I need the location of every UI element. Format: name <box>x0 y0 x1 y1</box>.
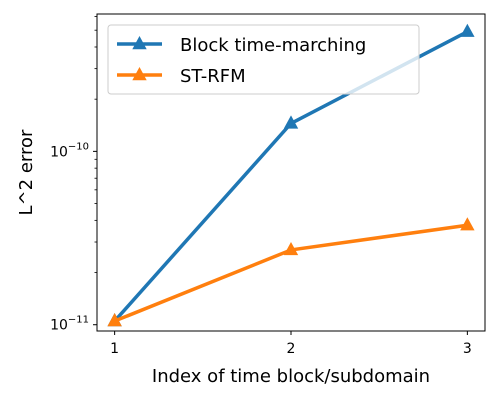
series-point-0-1 <box>283 115 299 129</box>
legend-box <box>107 24 420 95</box>
x-tick-label-1: 2 <box>287 341 296 357</box>
legend-label-1: ST-RFM <box>180 66 246 87</box>
series-point-1-0 <box>107 313 122 327</box>
y-axis-label: L^2 error <box>16 129 37 215</box>
x-tick-label-2: 3 <box>463 341 472 357</box>
y-axis-ticks: 10−11 10−10 <box>50 16 97 334</box>
series-line-1 <box>112 223 470 323</box>
y-tick-label-0: 10−11 <box>50 315 89 334</box>
legend-marker-0 <box>132 36 147 50</box>
y-tick-label-1: 10−10 <box>50 141 89 160</box>
x-tick-label-0: 1 <box>110 341 119 357</box>
legend-label-0: Block time-marching <box>180 35 366 56</box>
legend-marker-1 <box>132 67 147 81</box>
series-point-1-1 <box>283 241 299 256</box>
series-point-1-2 <box>460 217 475 231</box>
x-axis-label: Index of time block/subdomain <box>152 366 430 387</box>
x-axis-ticks: 1 2 3 <box>110 331 472 357</box>
series-point-0-2 <box>460 23 475 37</box>
legend: Block time-marching ST-RFM <box>107 24 420 95</box>
